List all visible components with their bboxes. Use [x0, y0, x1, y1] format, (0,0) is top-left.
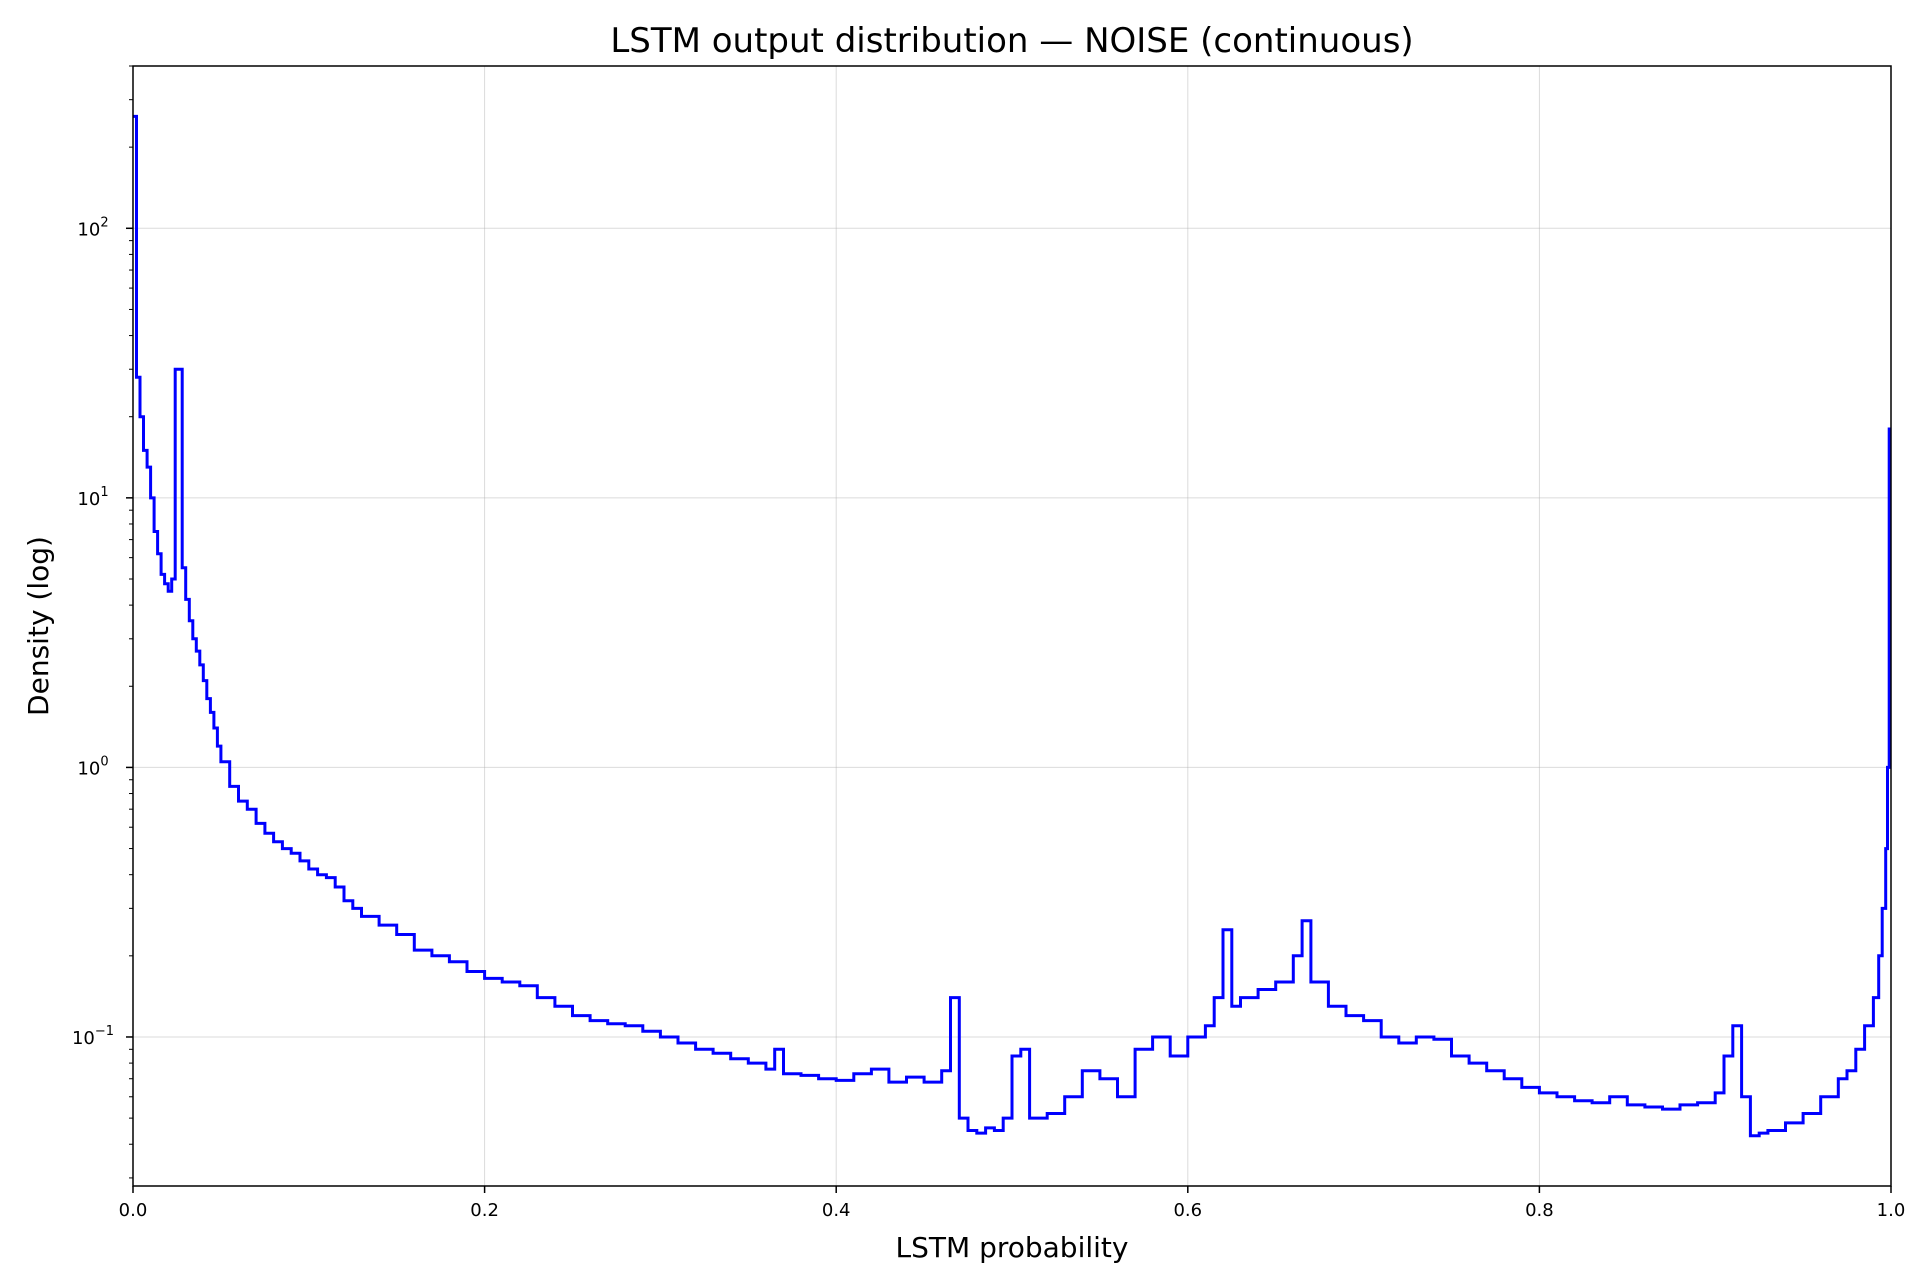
x-axis-ticks: 0.0 0.2 0.4 0.6 0.8 1.0 [119, 1186, 1906, 1221]
y-tick-base: 10 [77, 758, 100, 779]
x-tick-label: 0.0 [119, 1200, 148, 1221]
x-tick-label: 0.2 [470, 1200, 499, 1221]
x-tick-label: 0.8 [1525, 1200, 1554, 1221]
chart-title: LSTM output distribution — NOISE (contin… [610, 21, 1413, 61]
series-line [133, 114, 1891, 1138]
x-tick-label: 1.0 [1877, 1200, 1906, 1221]
y-tick-exponent: 1 [100, 485, 108, 500]
y-tick-label: 102 [77, 215, 108, 240]
y-tick-exponent: 2 [100, 215, 108, 230]
grid [132, 66, 1892, 1186]
y-tick-label: 101 [77, 485, 108, 510]
y-tick-exponent: −1 [95, 1024, 114, 1039]
y-tick-base: 10 [72, 1028, 95, 1049]
y-axis-label: Density (log) [22, 536, 55, 716]
y-tick-base: 10 [77, 219, 100, 240]
y-tick-label: 100 [77, 754, 108, 779]
y-tick-exponent: 0 [100, 754, 108, 769]
y-tick-label: 10−1 [72, 1024, 114, 1049]
x-tick-label: 0.4 [822, 1200, 851, 1221]
plot-frame [132, 65, 1892, 1187]
x-tick-label: 0.6 [1173, 1200, 1202, 1221]
x-axis-label: LSTM probability [896, 1231, 1129, 1264]
y-tick-base: 10 [77, 489, 100, 510]
